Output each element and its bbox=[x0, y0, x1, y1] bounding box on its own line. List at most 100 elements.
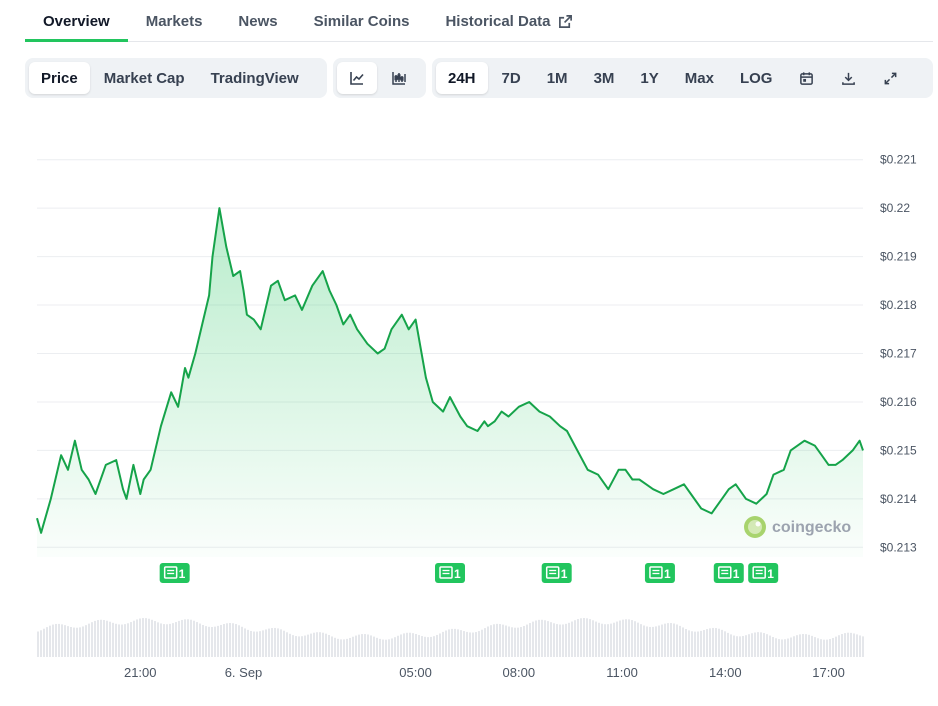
tab-markets[interactable]: Markets bbox=[128, 0, 221, 42]
volume-bar bbox=[151, 619, 153, 657]
volume-bar bbox=[400, 634, 402, 657]
news-marker[interactable]: 1 bbox=[713, 563, 744, 583]
volume-bar bbox=[835, 636, 837, 657]
volume-bar bbox=[664, 623, 666, 657]
volume-bar bbox=[175, 622, 177, 657]
volume-bar bbox=[127, 623, 129, 657]
range-max-label: Max bbox=[684, 69, 714, 87]
volume-bar bbox=[718, 628, 720, 657]
news-marker[interactable]: 1 bbox=[435, 563, 465, 583]
volume-bar bbox=[328, 635, 330, 657]
news-marker-count: 1 bbox=[733, 567, 740, 581]
volume-bar bbox=[442, 631, 444, 657]
volume-bar bbox=[532, 621, 534, 657]
y-tick-label: $0.215 bbox=[880, 443, 917, 457]
tab-historical-data[interactable]: Historical Data bbox=[427, 0, 590, 42]
volume-bar bbox=[574, 620, 576, 657]
price-button[interactable]: Price bbox=[29, 62, 90, 94]
newspaper-icon bbox=[545, 566, 560, 579]
price-chart[interactable]: $0.213 $0.214 $0.215 $0.216 $0.217 $0.218 $0.2… bbox=[0, 110, 938, 700]
volume-bar bbox=[700, 630, 702, 657]
candlestick-chart-button[interactable] bbox=[379, 62, 419, 94]
tab-similar-coins[interactable]: Similar Coins bbox=[296, 0, 428, 42]
volume-bar bbox=[307, 634, 309, 657]
volume-bar bbox=[190, 619, 192, 657]
volume-bar bbox=[409, 632, 411, 657]
volume-bar bbox=[625, 619, 627, 657]
volume-bar bbox=[613, 622, 615, 657]
volume-bar bbox=[748, 634, 750, 657]
volume-bar bbox=[109, 621, 111, 657]
volume-bar bbox=[676, 624, 678, 657]
y-tick-label: $0.221 bbox=[880, 153, 917, 167]
range-24h-button[interactable]: 24H bbox=[436, 62, 488, 94]
volume-bar bbox=[529, 623, 531, 657]
volume-bar bbox=[226, 623, 228, 657]
volume-bar bbox=[790, 637, 792, 657]
volume-bar bbox=[610, 623, 612, 657]
range-7d-button[interactable]: 7D bbox=[490, 62, 533, 94]
fullscreen-button[interactable] bbox=[870, 62, 910, 94]
volume-bar bbox=[295, 636, 297, 657]
news-marker[interactable]: 1 bbox=[159, 563, 190, 583]
news-marker[interactable]: 1 bbox=[541, 563, 572, 583]
news-markers: 1 1 1 1 1 1 bbox=[159, 563, 779, 583]
x-tick-label: 21:00 bbox=[124, 665, 157, 680]
volume-bar bbox=[133, 620, 135, 657]
volume-bar bbox=[220, 624, 222, 657]
range-3m-label: 3M bbox=[593, 69, 615, 87]
volume-bar bbox=[796, 635, 798, 657]
volume-bar bbox=[502, 624, 504, 657]
volume-bar bbox=[262, 630, 264, 657]
chart-style-switch bbox=[333, 58, 426, 98]
volume-bar bbox=[859, 635, 861, 657]
x-tick-label: 05:00 bbox=[399, 665, 432, 680]
news-marker[interactable]: 1 bbox=[748, 563, 779, 583]
range-max-button[interactable]: Max bbox=[673, 62, 726, 94]
volume-bar bbox=[40, 630, 42, 657]
y-tick-label: $0.214 bbox=[880, 492, 917, 506]
volume-bar bbox=[673, 623, 675, 657]
volume-bar bbox=[361, 634, 363, 657]
volume-bar bbox=[745, 635, 747, 657]
range-3m-button[interactable]: 3M bbox=[582, 62, 627, 94]
tradingview-button[interactable]: TradingView bbox=[199, 62, 311, 94]
price-area bbox=[37, 208, 863, 557]
volume-bar bbox=[103, 620, 105, 657]
volume-bar bbox=[694, 631, 696, 657]
news-marker[interactable]: 1 bbox=[644, 563, 675, 583]
volume-bar bbox=[196, 622, 198, 657]
volume-bar bbox=[277, 628, 279, 657]
volume-bar bbox=[58, 623, 60, 657]
tab-overview[interactable]: Overview bbox=[25, 0, 128, 42]
volume-bar bbox=[538, 619, 540, 657]
download-button[interactable] bbox=[828, 62, 868, 94]
volume-bar bbox=[286, 632, 288, 657]
volume-bar bbox=[430, 636, 432, 657]
log-scale-button[interactable]: LOG bbox=[728, 62, 785, 94]
market-cap-button[interactable]: Market Cap bbox=[92, 62, 197, 94]
volume-bar bbox=[460, 630, 462, 657]
range-1y-button[interactable]: 1Y bbox=[628, 62, 670, 94]
x-tick-label: 08:00 bbox=[503, 665, 536, 680]
volume-bar bbox=[520, 627, 522, 657]
volume-bar bbox=[97, 620, 99, 657]
volume-bar bbox=[79, 627, 81, 657]
newspaper-icon bbox=[649, 566, 663, 579]
volume-bar bbox=[241, 626, 243, 657]
volume-bar bbox=[232, 623, 234, 657]
volume-bar bbox=[217, 625, 219, 657]
range-1m-button[interactable]: 1M bbox=[535, 62, 580, 94]
tab-bar: Overview Markets News Similar Coins Hist… bbox=[25, 0, 933, 42]
calendar-button[interactable] bbox=[786, 62, 826, 94]
volume-bar bbox=[634, 621, 636, 657]
line-chart-icon bbox=[350, 72, 364, 85]
volume-bar bbox=[685, 629, 687, 657]
volume-bar bbox=[652, 626, 654, 657]
range-24h-label: 24H bbox=[448, 69, 476, 87]
volume-bar bbox=[367, 634, 369, 657]
news-marker-count: 1 bbox=[454, 567, 461, 581]
line-chart-button[interactable] bbox=[337, 62, 377, 94]
newspaper-icon bbox=[439, 566, 453, 579]
tab-news[interactable]: News bbox=[220, 0, 295, 42]
